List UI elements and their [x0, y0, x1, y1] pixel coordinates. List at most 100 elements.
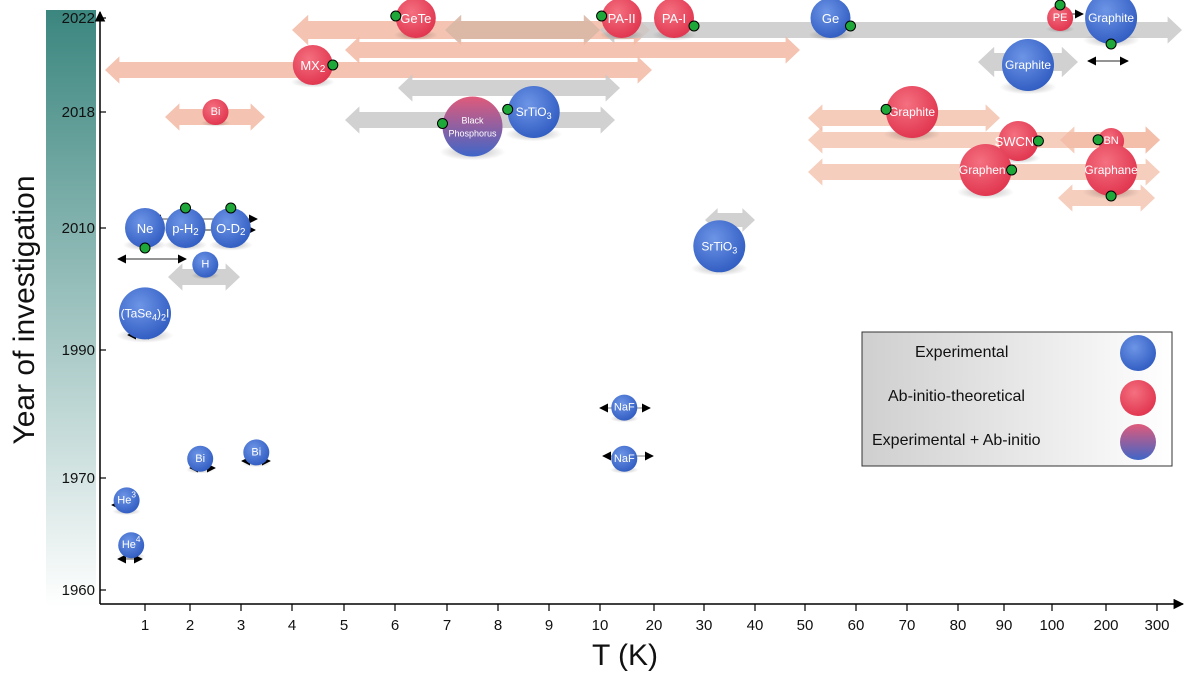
green-marker [1105, 38, 1117, 50]
point-bubble [959, 144, 1012, 196]
y-axis-label: Year of investigation [8, 175, 41, 444]
green-marker [1105, 190, 1117, 202]
point-bubble [998, 121, 1039, 161]
point-label: He3 [117, 490, 136, 507]
point-label-sup: 4 [136, 535, 141, 544]
green-marker [502, 103, 514, 115]
x-tick-label: 9 [545, 617, 553, 634]
green-marker [845, 20, 856, 32]
point-label-sub: 2 [193, 227, 198, 238]
point-bubble [507, 86, 560, 138]
point-graphene: Graphene [957, 144, 1018, 200]
point-label: Graphane [1084, 163, 1138, 177]
point-label-sub: 3 [547, 111, 552, 121]
green-marker [327, 59, 339, 71]
point-label-line: Phosphorus [448, 129, 497, 139]
point-bubble [654, 0, 694, 38]
point-srtio3: SrTiO3 [690, 220, 748, 276]
legend-label-experimental: Experimental [915, 344, 1008, 361]
point-bubble [611, 394, 638, 421]
point-bi: Bi [185, 445, 215, 474]
point-bubble [611, 445, 638, 472]
point-label: Ne [137, 221, 154, 236]
point-label: H [201, 259, 209, 271]
y-tick-label: 2022 [62, 10, 95, 27]
x-ticks: 1 2 3 4 5 6 7 8 9 10 20 30 40 50 60 70 80 90 100 200 300 [141, 604, 1170, 634]
point-label: O-D2 [216, 221, 245, 238]
point-o-d2: O-D2 [208, 202, 253, 251]
point-label-main: p-H [172, 221, 193, 236]
point-bubble [202, 99, 229, 125]
point-bubble [125, 208, 165, 248]
point-bubble [810, 0, 851, 38]
green-marker [180, 202, 191, 214]
point-graphite: Graphite [1082, 0, 1140, 50]
point-label: PA-II [608, 11, 636, 26]
point-ne: Ne [123, 208, 167, 254]
green-marker [1032, 135, 1044, 147]
point-label-main: BN [1103, 135, 1118, 147]
point-label-main: NaF [614, 402, 635, 414]
point-label-sub: 3 [732, 245, 737, 255]
point-label: Graphite [1088, 11, 1134, 25]
green-marker [1006, 164, 1018, 176]
point-label-main: GeTe [400, 11, 431, 26]
point-label-main: Graphene [959, 163, 1013, 177]
point-he: He4 [116, 532, 146, 560]
point-bubble [601, 0, 642, 38]
green-marker [1092, 134, 1104, 146]
point-bubble [395, 0, 436, 38]
x-tick-label: 20 [646, 617, 663, 634]
range-arrows [105, 9, 1182, 564]
point-label: (TaSe4)2I [121, 306, 170, 322]
point-label-sub: 2 [320, 64, 325, 75]
point-label-part: (TaSe [121, 306, 153, 320]
point-label: Ge [822, 11, 839, 26]
point-graphite: Graphite [999, 39, 1057, 95]
point-bubble [187, 445, 214, 472]
point-label-main: PA-I [662, 11, 686, 26]
point-label: GeTe [400, 11, 431, 26]
point-label: NaF [614, 402, 635, 414]
point-label-main: Bi [211, 106, 221, 118]
range-arrow [445, 14, 600, 46]
point-label: Graphene [959, 163, 1013, 177]
point-bubble [1085, 0, 1138, 44]
x-axis-label: T (K) [592, 639, 658, 672]
x-tick-label: 200 [1093, 617, 1118, 634]
point-label-part: 2 [161, 312, 166, 322]
point-bubble [1085, 144, 1138, 196]
point-label: PE [1053, 12, 1068, 24]
x-tick-label: 70 [899, 617, 916, 634]
point-label: Bi [251, 446, 261, 458]
x-tick-label: 4 [288, 617, 296, 634]
point-label-main: Graphane [1084, 163, 1138, 177]
point-label: He4 [122, 535, 141, 552]
point-bubble [442, 96, 503, 157]
point-label: Graphite [889, 105, 935, 119]
range-arrow [600, 16, 1182, 44]
green-marker [688, 20, 700, 32]
legend-swatch-theoretical [1120, 380, 1156, 416]
x-tick-label: 100 [1039, 617, 1064, 634]
point-label-main: Bi [251, 446, 261, 458]
point-bubble [113, 487, 140, 514]
point-label-main: SrTiO [701, 239, 732, 253]
point-label-main: NaF [614, 453, 635, 465]
point-bubble [165, 208, 206, 248]
point-label-part: I [166, 306, 169, 320]
green-marker [1054, 0, 1066, 11]
x-tick-label: 80 [950, 617, 967, 634]
point-label-main: Graphite [889, 105, 935, 119]
legend: Experimental Ab-initio-theoretical Exper… [861, 331, 1173, 467]
green-marker [596, 10, 608, 22]
point-bi: Bi [201, 99, 230, 127]
point-label: SWCNT [995, 134, 1043, 149]
point-bubble [118, 532, 145, 559]
point-label-part: ) [157, 306, 161, 320]
point-label-main: Graphite [1088, 11, 1134, 25]
point-black-phosphorus: Black Phosphorus [437, 96, 506, 161]
point-label: BN [1103, 135, 1118, 147]
point-label-main: Graphite [1005, 58, 1051, 72]
point-label: p-H2 [172, 221, 198, 238]
